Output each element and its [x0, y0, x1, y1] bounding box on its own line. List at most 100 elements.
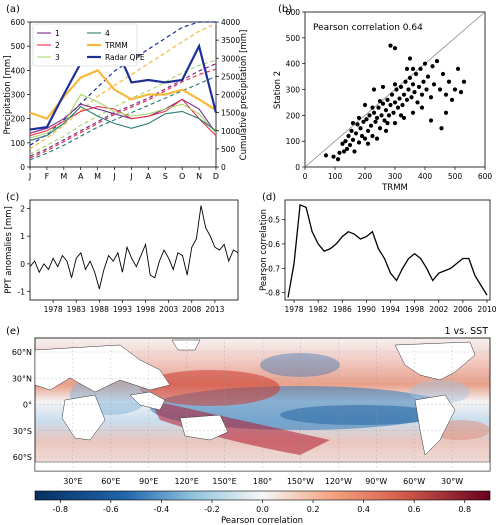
scatter-point — [368, 123, 374, 128]
x-tick-label: O — [179, 172, 185, 181]
scatter-point — [341, 149, 347, 154]
x-tick-label: 100 — [328, 172, 343, 181]
x-tick-label: 200 — [358, 172, 373, 181]
panel-e-label: (e) — [6, 326, 20, 337]
lat-label: 60°S — [13, 453, 32, 462]
x-tick-label: 500 — [448, 172, 463, 181]
lon-label: 30°W — [441, 477, 463, 486]
scatter-point — [371, 110, 377, 115]
y-tick-label: 200 — [286, 111, 301, 120]
panel-a-y-axis: 0 100 200 300 400 500 600 — [11, 18, 30, 172]
scatter-point — [392, 120, 398, 126]
y-tick-label: 500 — [286, 34, 301, 43]
panel-b-annotation: Pearson correlation 0.64 — [313, 23, 423, 33]
scatter-point — [379, 113, 384, 118]
x-tick-label: 2006 — [453, 305, 472, 314]
y-tick-label: 600 — [11, 18, 26, 27]
correlation-line — [287, 203, 488, 298]
lon-label: 120°W — [325, 477, 352, 486]
y2-tick-label: 2000 — [221, 91, 240, 100]
scatter-point — [449, 97, 455, 102]
lat-label: 60°N — [12, 348, 32, 357]
lat-label: 30°N — [12, 374, 32, 383]
scatter-point — [349, 128, 354, 133]
scatter-point — [439, 126, 444, 131]
y-tick-label: -0.7 — [265, 264, 280, 273]
series-line-1 — [29, 98, 217, 134]
legend-entry: 3 — [55, 53, 60, 62]
scatter-point — [371, 87, 377, 92]
scatter-point — [404, 97, 410, 102]
x-tick-label: 1998 — [136, 305, 155, 314]
colorbar-tick-label: 0.0 — [256, 505, 269, 514]
y-tick-label: -0.5 — [265, 216, 280, 225]
y-tick-label: 300 — [286, 86, 301, 95]
panel-d-label: (d) — [262, 192, 276, 203]
cumulative-line-trmm — [29, 23, 217, 150]
x-tick-label: 600 — [478, 172, 493, 181]
panel-a-legend: 1 2 3 4 TRMM Radar QPE — [32, 23, 145, 67]
y-tick-label: 100 — [11, 139, 26, 148]
scatter-point — [418, 66, 423, 71]
x-tick-label: 1983 — [67, 305, 86, 314]
panel-b-y-label: Station 2 — [273, 71, 283, 109]
scatter-point — [385, 120, 390, 126]
y2-tick-label: 3000 — [221, 54, 240, 63]
panel-d-line — [287, 203, 488, 298]
scatter-point — [455, 66, 461, 71]
scatter-point — [419, 92, 425, 97]
x-tick-label: 1998 — [405, 305, 424, 314]
scatter-point — [430, 64, 435, 69]
scatter-point — [364, 117, 369, 122]
panel-c-line — [29, 205, 239, 290]
scatter-point — [374, 136, 380, 141]
scatter-point — [323, 153, 329, 158]
lon-label: 30°E — [63, 477, 82, 486]
scatter-point — [377, 126, 383, 131]
scatter-point — [392, 46, 398, 51]
scatter-point — [350, 120, 356, 126]
scatter-point — [365, 128, 371, 133]
scatter-point — [383, 128, 389, 133]
x-tick-label: 0 — [303, 172, 308, 181]
scatter-point — [440, 71, 446, 77]
y-tick-label: 1 — [20, 232, 25, 241]
x-tick-label: 2002 — [429, 305, 448, 314]
scatter-point — [410, 82, 416, 87]
scatter-point — [370, 133, 375, 139]
panel-c: (c) 1978 1983 1988 1993 1998 2003 2008 2013-101… — [4, 192, 239, 314]
map-lat-labels: 60°N 30°N 0° 30°S 60°S — [12, 348, 32, 462]
scatter-point — [415, 100, 420, 105]
panel-d-y-label: Pearson correlation — [259, 209, 269, 291]
anomaly-line — [29, 205, 239, 290]
y2-tick-label: 2500 — [221, 72, 240, 81]
x-tick-label: 2010 — [477, 305, 496, 314]
scatter-point — [383, 108, 389, 113]
lon-label: 120°E — [175, 477, 199, 486]
panel-e-title: 1 vs. SST — [444, 326, 488, 337]
scatter-point — [406, 87, 411, 92]
scatter-point — [407, 56, 413, 61]
panel-c-frame — [29, 199, 239, 301]
scatter-point — [361, 119, 366, 124]
scatter-point — [347, 142, 353, 148]
x-tick-label: 2003 — [159, 305, 178, 314]
y-tick-label: 300 — [11, 91, 26, 100]
series-line-4 — [29, 105, 217, 141]
scatter-point — [409, 95, 414, 100]
x-tick-label: 300 — [388, 172, 403, 181]
scatter-point — [380, 84, 386, 90]
panel-d-axes: 1978 1982 1986 1990 1994 1998 2002 2006 2010 -0.8… — [265, 216, 496, 314]
x-tick-label: J — [129, 172, 132, 181]
colorbar-tick-label: -0.8 — [52, 505, 68, 514]
scatter-point — [413, 71, 419, 77]
panel-d: (d) 1978 1982 1986 1990 1994 1998 2002 2006 2010… — [259, 192, 497, 314]
colorbar-tick-label: -0.2 — [204, 505, 220, 514]
colorbar-ticks: -0.8 -0.6 -0.4 -0.2 0.0 0.2 0.4 0.6 0.8 — [52, 500, 471, 514]
lon-label: 150°W — [287, 477, 314, 486]
scatter-point — [343, 139, 348, 144]
x-tick-label: A — [146, 172, 152, 181]
y2-tick-label: 1500 — [221, 109, 240, 118]
